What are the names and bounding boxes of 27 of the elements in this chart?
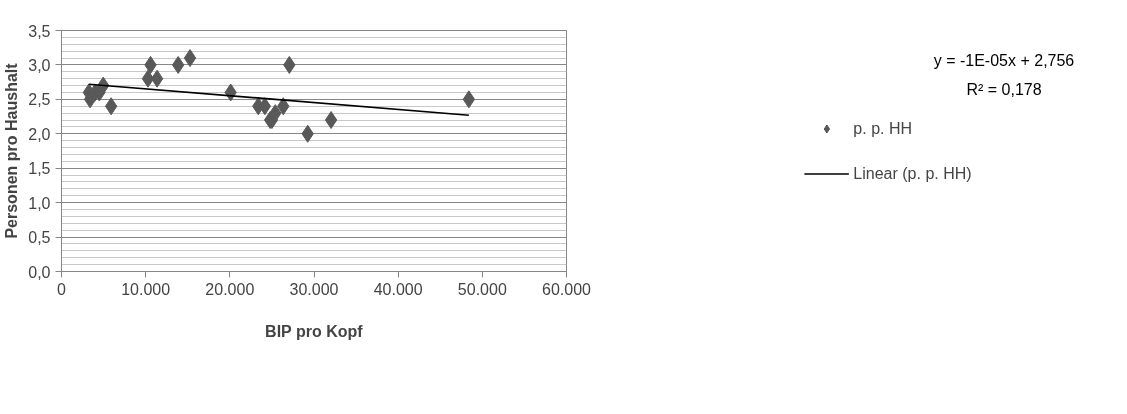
- x-tick-label: 60.000: [542, 280, 592, 298]
- y-tick-label: 1,0: [28, 194, 51, 212]
- x-tick-label: 20.000: [205, 280, 255, 298]
- x-tick-label: 0: [57, 280, 67, 298]
- y-axis-title: Personen pro Haushalt: [3, 62, 21, 239]
- y-tick-label: 1,5: [28, 160, 51, 178]
- point: [171, 55, 185, 74]
- y-tick-label: 0,5: [28, 229, 51, 247]
- y-tick-label: 2,0: [28, 125, 51, 143]
- y-tick-label: 3,5: [28, 22, 51, 40]
- x-axis-title: BIP pro Kopf: [265, 322, 364, 340]
- point: [183, 49, 197, 68]
- y-tick-label: 2,5: [28, 91, 51, 109]
- y-tick-label: 0,0: [28, 263, 51, 281]
- point: [104, 97, 118, 116]
- text: y = -1E-05x + 2,756: [933, 51, 1075, 71]
- point: [324, 111, 338, 130]
- x-tick-label: 10.000: [121, 280, 171, 298]
- point: [150, 69, 164, 88]
- y-tick-label: 3,0: [28, 56, 51, 74]
- legend-label: p. p. HH: [853, 119, 913, 137]
- x-tick-label: 50.000: [457, 280, 507, 298]
- x-tick-label: 30.000: [289, 280, 339, 298]
- point: [462, 90, 476, 109]
- text: R² = 0,178: [965, 79, 1043, 100]
- x-tick-label: 40.000: [373, 280, 423, 298]
- legend-label: Linear (p. p. HH): [853, 164, 972, 182]
